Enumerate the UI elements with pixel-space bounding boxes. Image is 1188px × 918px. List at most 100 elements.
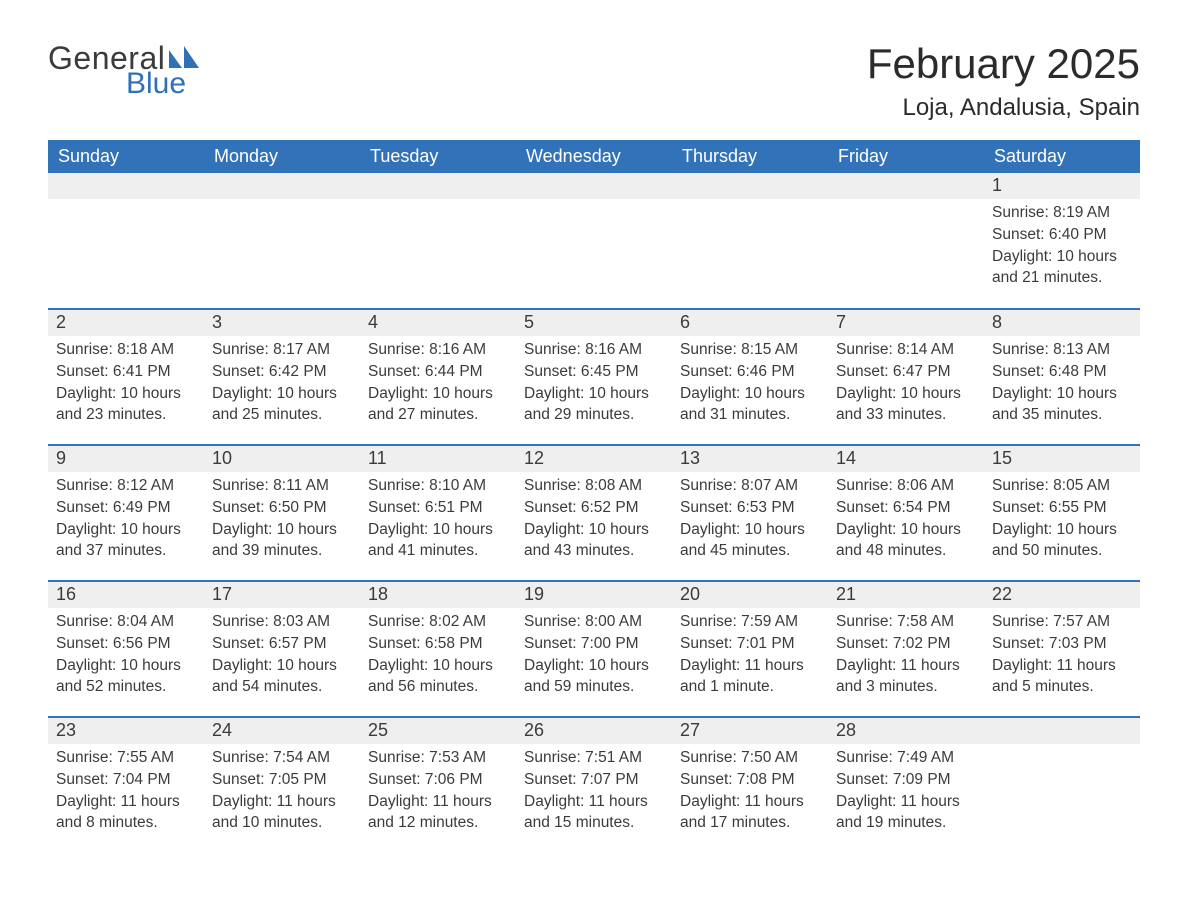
day-cell: 27Sunrise: 7:50 AMSunset: 7:08 PMDayligh… <box>672 717 828 853</box>
day-number: 9 <box>48 446 204 472</box>
sunrise-text: Sunrise: 8:02 AM <box>368 612 508 633</box>
daylight-text: Daylight: 10 hours and 54 minutes. <box>212 656 352 698</box>
day-number: 11 <box>360 446 516 472</box>
dow-header: Friday <box>828 140 984 173</box>
day-body: Sunrise: 8:06 AMSunset: 6:54 PMDaylight:… <box>828 472 984 573</box>
day-body: Sunrise: 8:10 AMSunset: 6:51 PMDaylight:… <box>360 472 516 573</box>
sunrise-text: Sunrise: 8:04 AM <box>56 612 196 633</box>
sunset-text: Sunset: 6:58 PM <box>368 634 508 655</box>
day-cell: 9Sunrise: 8:12 AMSunset: 6:49 PMDaylight… <box>48 445 204 581</box>
sunset-text: Sunset: 6:46 PM <box>680 362 820 383</box>
day-body: Sunrise: 8:08 AMSunset: 6:52 PMDaylight:… <box>516 472 672 573</box>
day-cell: 1Sunrise: 8:19 AMSunset: 6:40 PMDaylight… <box>984 173 1140 309</box>
day-cell <box>828 173 984 309</box>
sunset-text: Sunset: 6:55 PM <box>992 498 1132 519</box>
day-number: 27 <box>672 718 828 744</box>
day-number: 2 <box>48 310 204 336</box>
sunset-text: Sunset: 6:45 PM <box>524 362 664 383</box>
day-body: Sunrise: 8:13 AMSunset: 6:48 PMDaylight:… <box>984 336 1140 437</box>
sunrise-text: Sunrise: 7:50 AM <box>680 748 820 769</box>
sunset-text: Sunset: 7:07 PM <box>524 770 664 791</box>
day-cell <box>360 173 516 309</box>
day-number: 1 <box>984 173 1140 199</box>
day-cell: 14Sunrise: 8:06 AMSunset: 6:54 PMDayligh… <box>828 445 984 581</box>
logo: General Blue <box>48 40 199 101</box>
day-cell: 28Sunrise: 7:49 AMSunset: 7:09 PMDayligh… <box>828 717 984 853</box>
day-cell: 13Sunrise: 8:07 AMSunset: 6:53 PMDayligh… <box>672 445 828 581</box>
sunrise-text: Sunrise: 7:54 AM <box>212 748 352 769</box>
sunset-text: Sunset: 6:51 PM <box>368 498 508 519</box>
sunset-text: Sunset: 7:01 PM <box>680 634 820 655</box>
day-cell <box>984 717 1140 853</box>
day-cell: 25Sunrise: 7:53 AMSunset: 7:06 PMDayligh… <box>360 717 516 853</box>
day-cell: 21Sunrise: 7:58 AMSunset: 7:02 PMDayligh… <box>828 581 984 717</box>
sunrise-text: Sunrise: 8:07 AM <box>680 476 820 497</box>
sunrise-text: Sunrise: 8:16 AM <box>524 340 664 361</box>
daylight-text: Daylight: 10 hours and 29 minutes. <box>524 384 664 426</box>
sunrise-text: Sunrise: 8:06 AM <box>836 476 976 497</box>
daylight-text: Daylight: 10 hours and 21 minutes. <box>992 247 1132 289</box>
day-cell: 6Sunrise: 8:15 AMSunset: 6:46 PMDaylight… <box>672 309 828 445</box>
day-number: 28 <box>828 718 984 744</box>
day-number: 7 <box>828 310 984 336</box>
day-cell: 17Sunrise: 8:03 AMSunset: 6:57 PMDayligh… <box>204 581 360 717</box>
daylight-text: Daylight: 10 hours and 50 minutes. <box>992 520 1132 562</box>
daylight-text: Daylight: 10 hours and 25 minutes. <box>212 384 352 426</box>
day-body: Sunrise: 8:16 AMSunset: 6:45 PMDaylight:… <box>516 336 672 437</box>
sunset-text: Sunset: 6:50 PM <box>212 498 352 519</box>
day-number: 25 <box>360 718 516 744</box>
daylight-text: Daylight: 10 hours and 27 minutes. <box>368 384 508 426</box>
week-row: 1Sunrise: 8:19 AMSunset: 6:40 PMDaylight… <box>48 173 1140 309</box>
sunset-text: Sunset: 6:49 PM <box>56 498 196 519</box>
sunrise-text: Sunrise: 8:05 AM <box>992 476 1132 497</box>
sunset-text: Sunset: 6:57 PM <box>212 634 352 655</box>
calendar-table: SundayMondayTuesdayWednesdayThursdayFrid… <box>48 140 1140 853</box>
sunset-text: Sunset: 6:40 PM <box>992 225 1132 246</box>
week-row: 23Sunrise: 7:55 AMSunset: 7:04 PMDayligh… <box>48 717 1140 853</box>
sunrise-text: Sunrise: 8:10 AM <box>368 476 508 497</box>
day-number <box>204 173 360 199</box>
logo-text-blue: Blue <box>126 67 186 101</box>
daylight-text: Daylight: 11 hours and 8 minutes. <box>56 792 196 834</box>
day-cell: 24Sunrise: 7:54 AMSunset: 7:05 PMDayligh… <box>204 717 360 853</box>
day-body: Sunrise: 8:18 AMSunset: 6:41 PMDaylight:… <box>48 336 204 437</box>
day-body: Sunrise: 8:05 AMSunset: 6:55 PMDaylight:… <box>984 472 1140 573</box>
daylight-text: Daylight: 10 hours and 23 minutes. <box>56 384 196 426</box>
daylight-text: Daylight: 11 hours and 15 minutes. <box>524 792 664 834</box>
day-cell: 22Sunrise: 7:57 AMSunset: 7:03 PMDayligh… <box>984 581 1140 717</box>
day-number: 26 <box>516 718 672 744</box>
day-cell: 4Sunrise: 8:16 AMSunset: 6:44 PMDaylight… <box>360 309 516 445</box>
day-cell: 10Sunrise: 8:11 AMSunset: 6:50 PMDayligh… <box>204 445 360 581</box>
sunrise-text: Sunrise: 8:19 AM <box>992 203 1132 224</box>
daylight-text: Daylight: 11 hours and 17 minutes. <box>680 792 820 834</box>
day-number: 10 <box>204 446 360 472</box>
sunset-text: Sunset: 7:03 PM <box>992 634 1132 655</box>
day-body: Sunrise: 8:19 AMSunset: 6:40 PMDaylight:… <box>984 199 1140 300</box>
daylight-text: Daylight: 11 hours and 5 minutes. <box>992 656 1132 698</box>
dow-header: Tuesday <box>360 140 516 173</box>
daylight-text: Daylight: 10 hours and 43 minutes. <box>524 520 664 562</box>
sunrise-text: Sunrise: 8:12 AM <box>56 476 196 497</box>
day-number: 23 <box>48 718 204 744</box>
daylight-text: Daylight: 10 hours and 52 minutes. <box>56 656 196 698</box>
day-body: Sunrise: 7:50 AMSunset: 7:08 PMDaylight:… <box>672 744 828 845</box>
day-body: Sunrise: 7:49 AMSunset: 7:09 PMDaylight:… <box>828 744 984 845</box>
sunset-text: Sunset: 7:02 PM <box>836 634 976 655</box>
daylight-text: Daylight: 10 hours and 33 minutes. <box>836 384 976 426</box>
day-cell: 15Sunrise: 8:05 AMSunset: 6:55 PMDayligh… <box>984 445 1140 581</box>
sunset-text: Sunset: 7:04 PM <box>56 770 196 791</box>
sunrise-text: Sunrise: 8:11 AM <box>212 476 352 497</box>
day-body: Sunrise: 7:59 AMSunset: 7:01 PMDaylight:… <box>672 608 828 709</box>
sunrise-text: Sunrise: 7:55 AM <box>56 748 196 769</box>
daylight-text: Daylight: 10 hours and 59 minutes. <box>524 656 664 698</box>
day-body: Sunrise: 8:12 AMSunset: 6:49 PMDaylight:… <box>48 472 204 573</box>
day-number: 14 <box>828 446 984 472</box>
day-cell <box>204 173 360 309</box>
sunset-text: Sunset: 6:48 PM <box>992 362 1132 383</box>
day-cell: 12Sunrise: 8:08 AMSunset: 6:52 PMDayligh… <box>516 445 672 581</box>
sunrise-text: Sunrise: 8:08 AM <box>524 476 664 497</box>
day-number: 8 <box>984 310 1140 336</box>
day-of-week-row: SundayMondayTuesdayWednesdayThursdayFrid… <box>48 140 1140 173</box>
sunrise-text: Sunrise: 8:18 AM <box>56 340 196 361</box>
day-body: Sunrise: 8:04 AMSunset: 6:56 PMDaylight:… <box>48 608 204 709</box>
